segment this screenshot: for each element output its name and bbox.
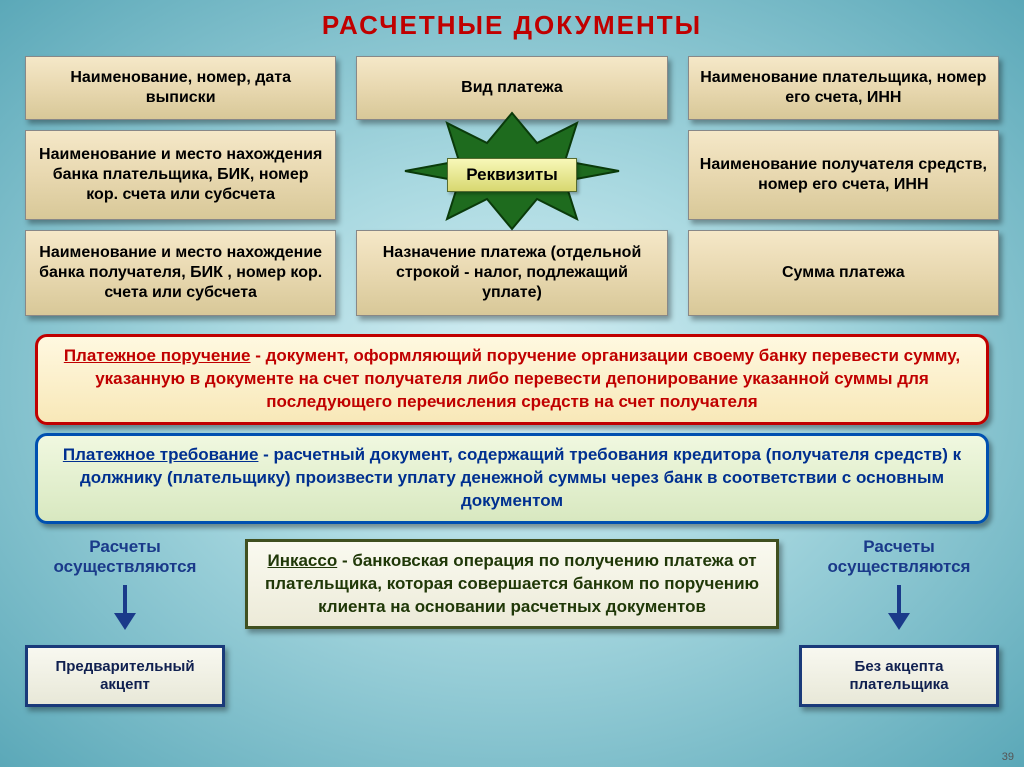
right-side-label: Расчеты осуществляются <box>799 537 999 578</box>
grid-box: Наименование получателя средств, номер е… <box>688 130 999 220</box>
requisites-grid: Наименование, номер, дата выписки Вид пл… <box>0 41 1024 326</box>
grid-box: Наименование и место нахождение банка по… <box>25 230 336 316</box>
left-side-label: Расчеты осуществляются <box>25 537 225 578</box>
grid-box: Наименование плательщика, номер его счет… <box>688 56 999 120</box>
arrow-down-icon <box>884 585 914 630</box>
bottom-row: Расчеты осуществляются Предварительный а… <box>0 532 1024 708</box>
grid-box: Наименование и место нахождения банка пл… <box>25 130 336 220</box>
right-result-box: Без акцепта плательщика <box>799 645 999 707</box>
term: Инкассо <box>267 551 337 570</box>
definition-inkasso: Инкассо - банковская операция по получен… <box>245 539 779 630</box>
page-title: РАСЧЕТНЫЕ ДОКУМЕНТЫ <box>0 0 1024 41</box>
grid-box: Наименование, номер, дата выписки <box>25 56 336 120</box>
page-number: 39 <box>1002 751 1014 763</box>
right-column: Расчеты осуществляются Без акцепта плате… <box>799 537 999 708</box>
left-column: Расчеты осуществляются Предварительный а… <box>25 537 225 708</box>
def-text: - банковская операция по получению плате… <box>265 551 759 616</box>
term: Платежное требование <box>63 445 259 464</box>
star-center: Реквизиты <box>356 130 667 220</box>
grid-box: Сумма платежа <box>688 230 999 316</box>
left-result-box: Предварительный акцепт <box>25 645 225 707</box>
definition-payment-request: Платежное требование - расчетный докумен… <box>35 433 989 524</box>
arrow-down-icon <box>110 585 140 630</box>
star-label: Реквизиты <box>447 158 577 192</box>
definition-payment-order: Платежное поручение - документ, оформляю… <box>35 334 989 425</box>
grid-box: Назначение платежа (отдельной строкой - … <box>356 230 667 316</box>
term: Платежное поручение <box>64 346 251 365</box>
